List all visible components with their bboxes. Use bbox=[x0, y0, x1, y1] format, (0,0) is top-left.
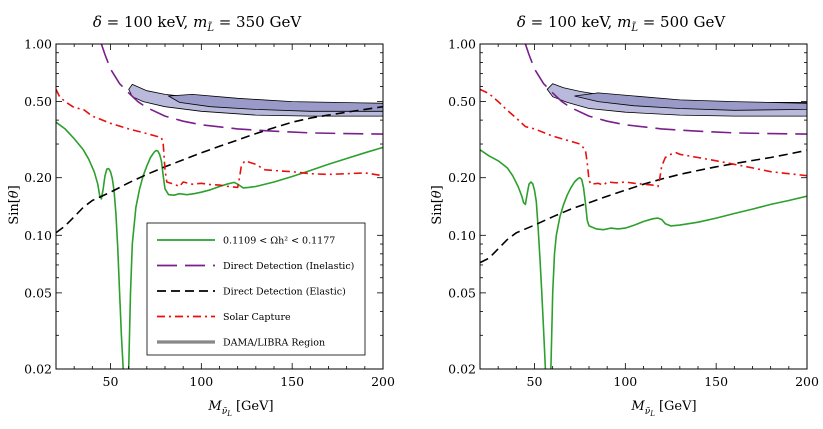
y-axis-label-right: Sin[θ] bbox=[430, 185, 445, 224]
legend: 0.1109 < Ωh² < 0.1177 Direct Detection (I… bbox=[146, 222, 366, 356]
series-line-direct-detection-inelastic-0 bbox=[524, 44, 807, 135]
x-axis-label-left: Mν̃L [GeV] bbox=[207, 399, 273, 418]
y-tick-label: 0.02 bbox=[448, 362, 476, 377]
chart-title-left: δ = 100 keV, mL̃ = 350 GeV bbox=[93, 13, 302, 34]
plot-content bbox=[480, 44, 807, 369]
series-line-solar-capture-0 bbox=[56, 88, 383, 189]
legend-box bbox=[146, 222, 366, 356]
chart-panel-left: δ = 100 keV, mL̃ = 350 GeV 50 100 150 200 0.… bbox=[7, 13, 395, 418]
y-tick-label: 0.05 bbox=[448, 285, 476, 300]
chart-title-right: δ = 100 keV, mL̃ = 500 GeV bbox=[517, 13, 726, 34]
series-line-0-1109-h-0-1177-1 bbox=[550, 176, 807, 369]
x-tick-label: 50 bbox=[103, 374, 119, 389]
y-tick-label: 0.10 bbox=[24, 228, 52, 243]
x-tick-label: 150 bbox=[280, 374, 304, 389]
plot-frame bbox=[479, 43, 808, 370]
legend-item: 0.1109 < Ωh² < 0.1177 bbox=[157, 236, 335, 247]
plot-area-left: 50 100 150 200 0.02 0.05 0.10 0.20 0.50 1.00 bbox=[24, 37, 395, 390]
legend-item: Direct Detection (Inelastic) bbox=[157, 261, 354, 272]
series-line-0-1109-h-0-1177-0 bbox=[56, 121, 124, 369]
legend-item: DAMA/LIBRA Region bbox=[157, 338, 325, 349]
legend-label: 0.1109 < Ωh² < 0.1177 bbox=[223, 236, 335, 247]
x-tick-label: 200 bbox=[371, 374, 395, 389]
legend-item: Solar Capture bbox=[157, 312, 291, 323]
legend-label: Direct Detection (Inelastic) bbox=[223, 261, 354, 272]
y-tick-label: 0.20 bbox=[24, 170, 52, 185]
y-tick-label: 0.50 bbox=[448, 94, 476, 109]
y-tick-label: 0.05 bbox=[24, 285, 52, 300]
legend-label: Solar Capture bbox=[223, 312, 291, 323]
x-tick-label: 200 bbox=[795, 374, 819, 389]
series-line-direct-detection-inelastic-0 bbox=[100, 44, 383, 135]
series-line-direct-detection-elastic-0 bbox=[480, 149, 807, 264]
y-tick-label: 1.00 bbox=[448, 37, 476, 52]
legend-label: DAMA/LIBRA Region bbox=[223, 338, 325, 349]
x-tick-label: 100 bbox=[189, 374, 213, 389]
chart-panel-right: δ = 100 keV, mL̃ = 500 GeV 50 100 150 200 0.… bbox=[430, 13, 819, 418]
x-axis-label-right: Mν̃L [GeV] bbox=[630, 399, 696, 418]
x-tick-label: 50 bbox=[527, 374, 543, 389]
dama-region-inner bbox=[574, 92, 807, 111]
series-line-solar-capture-0 bbox=[480, 88, 807, 188]
x-tick-label: 100 bbox=[613, 374, 637, 389]
legend-label: Direct Detection (Elastic) bbox=[223, 287, 346, 298]
y-tick-label: 1.00 bbox=[24, 37, 52, 52]
plot-content bbox=[56, 44, 383, 369]
series-line-0-1109-h-0-1177-1 bbox=[127, 146, 383, 369]
y-axis-label-left: Sin[θ] bbox=[7, 185, 22, 224]
legend-item: Direct Detection (Elastic) bbox=[157, 287, 346, 298]
y-tick-label: 0.02 bbox=[24, 362, 52, 377]
series-line-0-1109-h-0-1177-0 bbox=[480, 149, 547, 369]
y-tick-label: 0.20 bbox=[448, 170, 476, 185]
plot-area-right: 50 100 150 200 0.02 0.05 0.10 0.20 0.50 1.00 bbox=[448, 37, 819, 390]
y-tick-label: 0.10 bbox=[448, 228, 476, 243]
y-tick-label: 0.50 bbox=[24, 94, 52, 109]
dama-region-inner bbox=[167, 93, 383, 112]
series-line-direct-detection-elastic-0 bbox=[56, 105, 383, 234]
x-tick-label: 150 bbox=[704, 374, 728, 389]
